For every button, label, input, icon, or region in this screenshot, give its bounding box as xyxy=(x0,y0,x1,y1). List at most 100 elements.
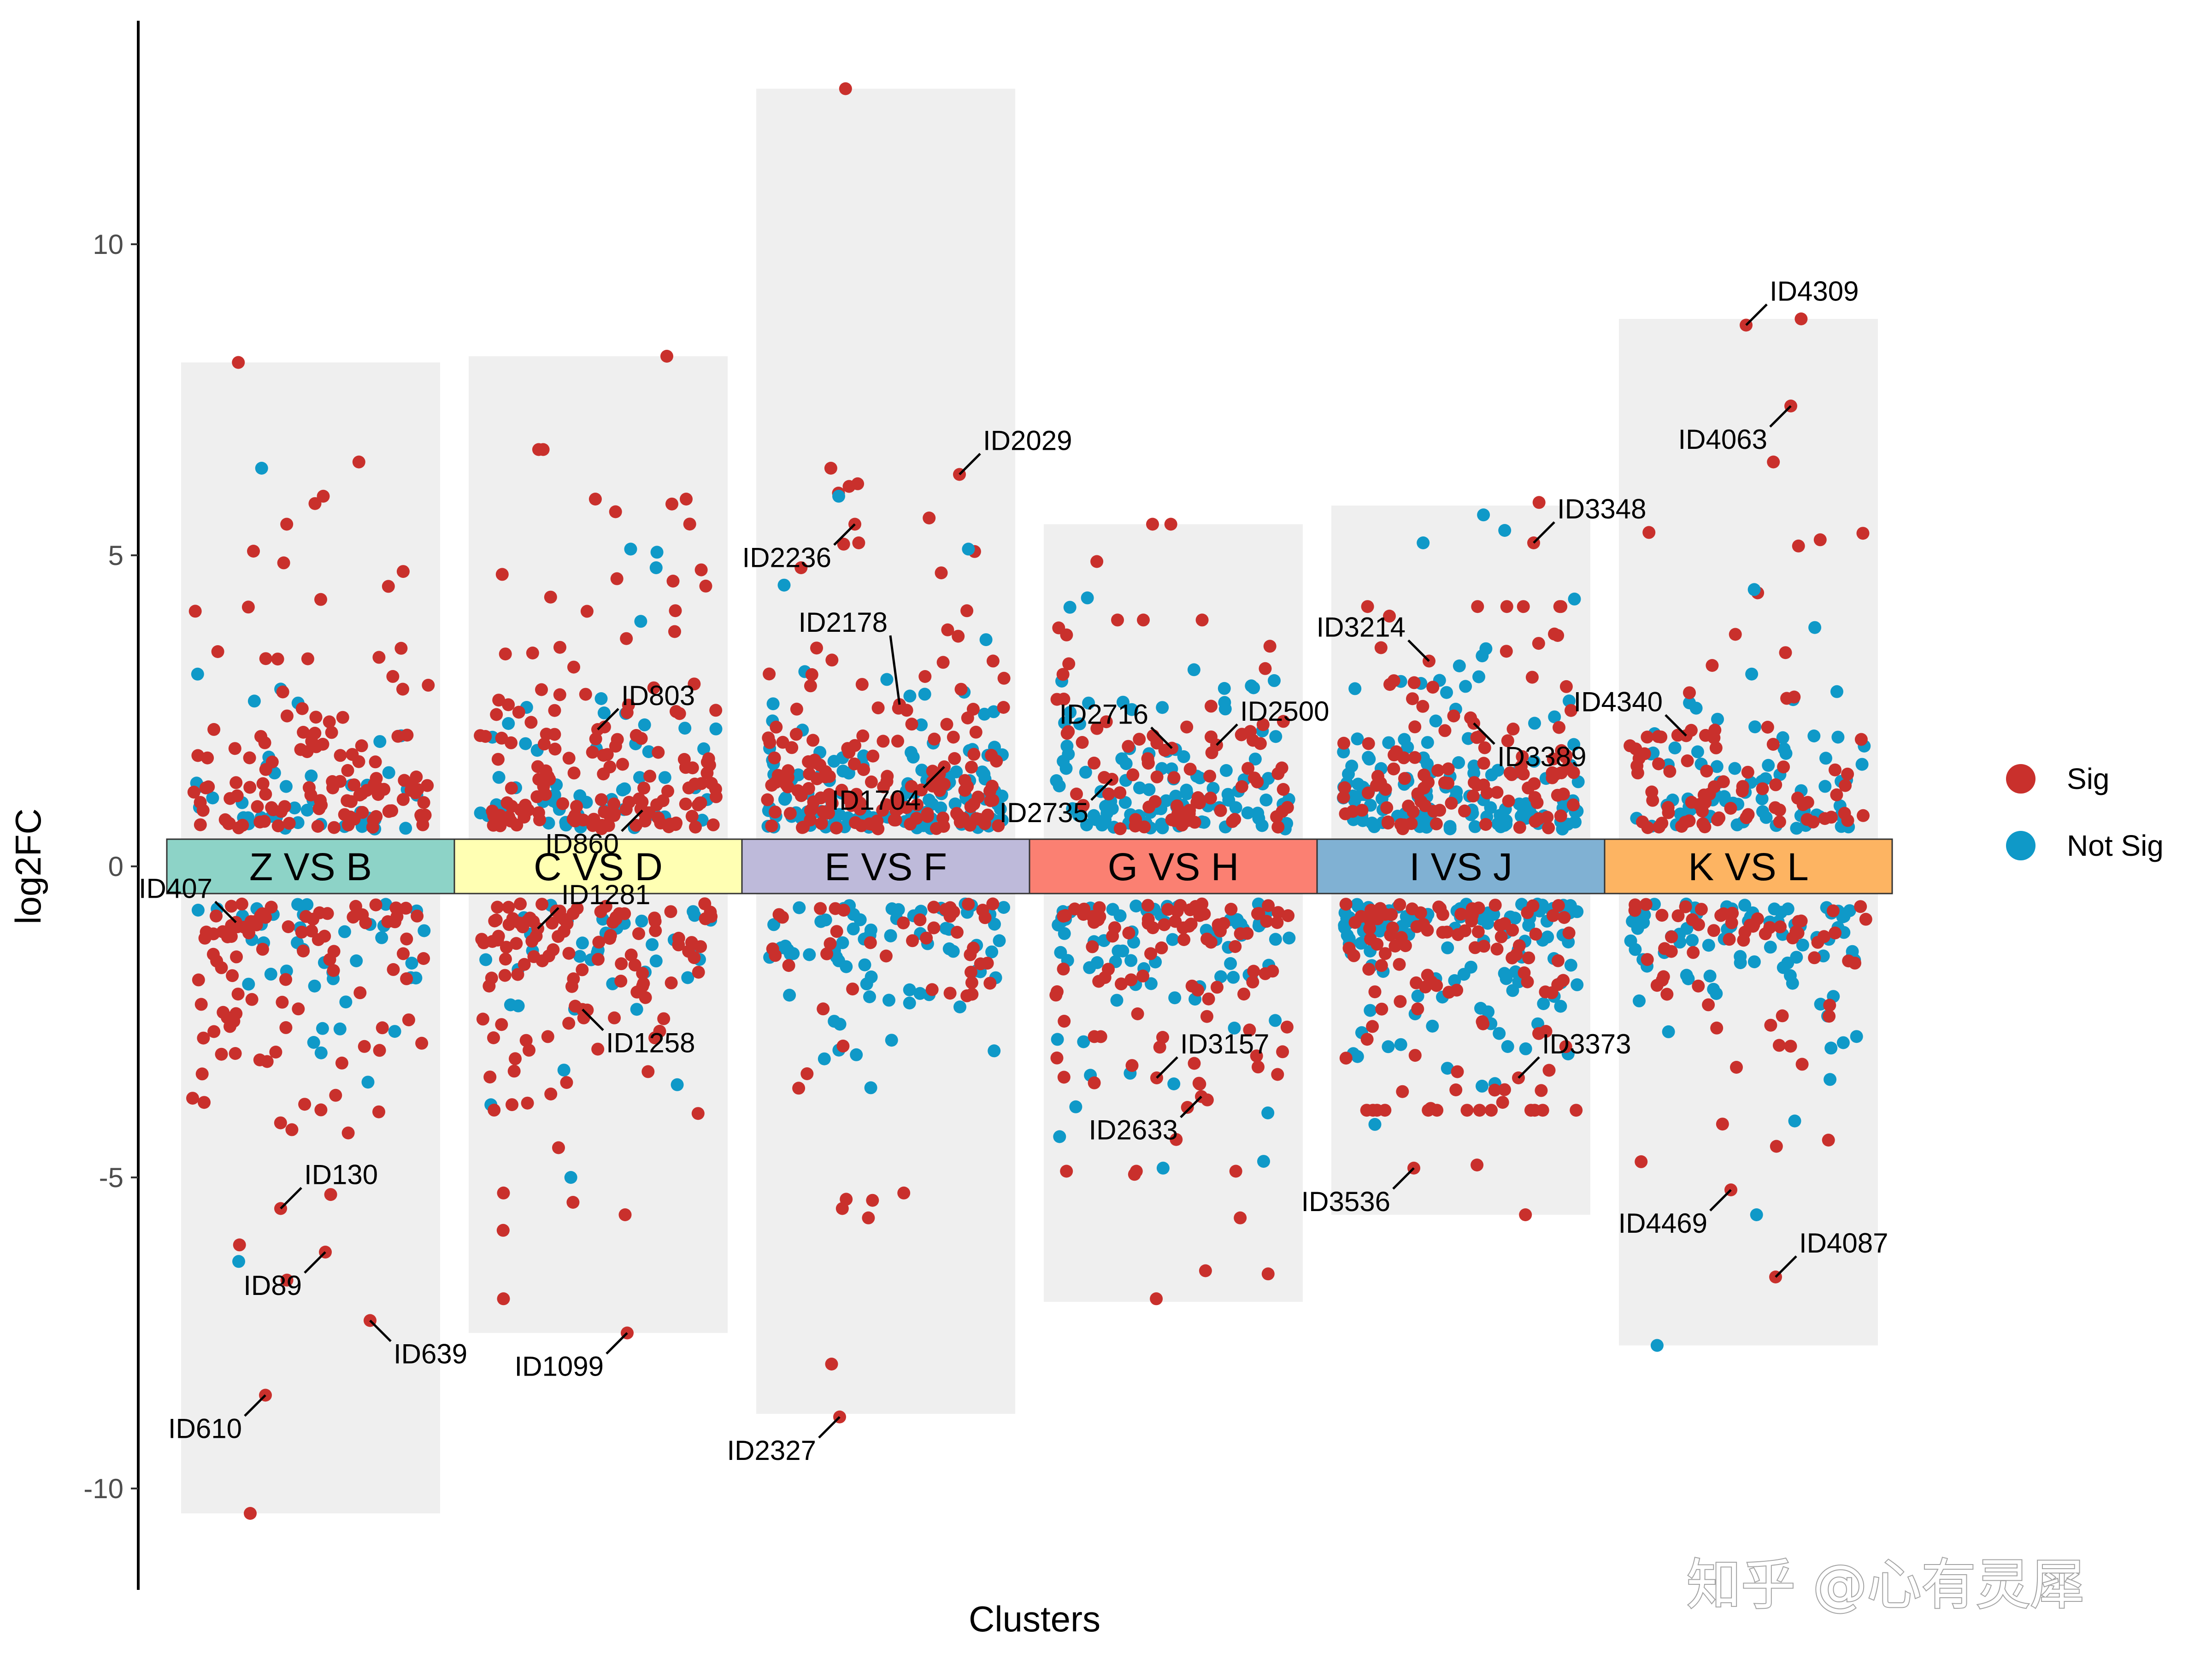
point-not-sig xyxy=(882,994,895,1007)
point-sig xyxy=(1554,809,1567,823)
point-sig xyxy=(1697,788,1711,802)
point-sig xyxy=(505,782,518,795)
point-sig xyxy=(1180,720,1194,734)
point-not-sig xyxy=(918,688,931,701)
gene-label-leader xyxy=(214,900,237,924)
point-sig xyxy=(1191,791,1205,804)
gene-label: ID2327 xyxy=(727,1435,816,1466)
point-not-sig xyxy=(905,746,918,759)
point-sig xyxy=(1517,600,1530,613)
point-sig xyxy=(326,775,339,788)
point-sig xyxy=(782,764,795,777)
point-sig xyxy=(1185,979,1199,993)
legend-label: Not Sig xyxy=(2067,829,2164,862)
point-sig xyxy=(358,1040,371,1053)
gene-label: ID4063 xyxy=(1678,424,1767,455)
point-sig xyxy=(1060,1165,1073,1178)
point-not-sig xyxy=(1060,740,1074,753)
point-sig xyxy=(1764,1018,1777,1032)
point-not-sig xyxy=(399,822,412,835)
point-not-sig xyxy=(1467,766,1481,780)
point-not-sig xyxy=(1477,508,1490,522)
point-sig xyxy=(567,660,580,674)
point-sig xyxy=(553,688,566,701)
point-sig xyxy=(518,958,531,971)
point-sig xyxy=(1277,783,1290,796)
point-sig xyxy=(1374,641,1388,654)
point-sig xyxy=(1204,935,1218,949)
point-sig xyxy=(265,755,279,769)
point-sig xyxy=(1077,799,1090,812)
point-sig xyxy=(295,925,308,939)
point-sig xyxy=(965,965,977,979)
point-sig xyxy=(1229,940,1242,953)
point-sig xyxy=(804,804,817,817)
point-not-sig xyxy=(709,722,723,735)
point-sig xyxy=(1408,1049,1422,1062)
point-not-sig xyxy=(1382,1040,1395,1053)
point-sig xyxy=(765,819,778,833)
point-sig xyxy=(1056,668,1070,681)
point-not-sig xyxy=(1491,764,1505,777)
point-sig xyxy=(1654,730,1668,744)
point-sig xyxy=(1724,802,1737,815)
point-not-sig xyxy=(350,954,363,967)
point-not-sig xyxy=(308,979,321,993)
point-sig xyxy=(1829,926,1842,940)
point-sig xyxy=(1100,715,1113,729)
point-sig xyxy=(688,677,701,691)
legend-key xyxy=(2006,831,2036,860)
point-sig xyxy=(498,969,512,982)
point-sig xyxy=(1779,646,1792,659)
point-not-sig xyxy=(1479,642,1493,655)
point-sig xyxy=(819,765,832,778)
point-sig xyxy=(1662,806,1675,819)
point-sig xyxy=(487,818,500,832)
point-sig xyxy=(1535,1084,1548,1097)
point-not-sig xyxy=(832,489,845,503)
point-sig xyxy=(522,803,535,817)
point-sig xyxy=(194,818,207,831)
point-sig xyxy=(940,718,953,731)
point-not-sig xyxy=(885,902,899,915)
point-sig xyxy=(1801,796,1814,809)
point-sig xyxy=(352,455,365,469)
gene-label: ID1099 xyxy=(515,1351,604,1382)
point-sig xyxy=(1393,958,1406,971)
point-sig xyxy=(479,730,492,743)
point-sig xyxy=(1170,1133,1183,1146)
point-sig xyxy=(1090,555,1104,568)
gene-label: ID4340 xyxy=(1574,687,1663,718)
point-sig xyxy=(1088,1076,1101,1089)
point-sig xyxy=(1502,794,1515,808)
point-not-sig xyxy=(1554,1000,1567,1013)
point-sig xyxy=(1153,1041,1166,1054)
point-not-sig xyxy=(1230,913,1244,926)
point-sig xyxy=(660,350,673,363)
point-sig xyxy=(1641,953,1654,966)
gene-label-leader xyxy=(369,1319,392,1342)
point-sig xyxy=(997,671,1011,685)
point-not-sig xyxy=(1197,816,1211,829)
point-sig xyxy=(761,793,774,806)
point-sig xyxy=(475,933,488,946)
point-sig xyxy=(1536,1104,1549,1117)
point-sig xyxy=(1088,756,1101,770)
point-sig xyxy=(1519,1208,1532,1221)
point-sig xyxy=(1769,778,1783,791)
point-sig xyxy=(1394,931,1408,944)
point-sig xyxy=(1774,920,1787,934)
point-sig xyxy=(948,752,961,765)
point-not-sig xyxy=(1452,756,1465,769)
point-sig xyxy=(280,1273,294,1287)
point-sig xyxy=(353,986,367,1000)
point-sig xyxy=(1057,1071,1071,1084)
point-not-sig xyxy=(1831,730,1845,744)
point-not-sig xyxy=(1079,765,1092,779)
point-not-sig xyxy=(997,901,1010,914)
point-sig xyxy=(366,820,379,834)
point-sig xyxy=(1477,1017,1490,1030)
point-sig xyxy=(229,1047,242,1060)
point-not-sig xyxy=(548,788,561,802)
point-not-sig xyxy=(502,717,515,730)
